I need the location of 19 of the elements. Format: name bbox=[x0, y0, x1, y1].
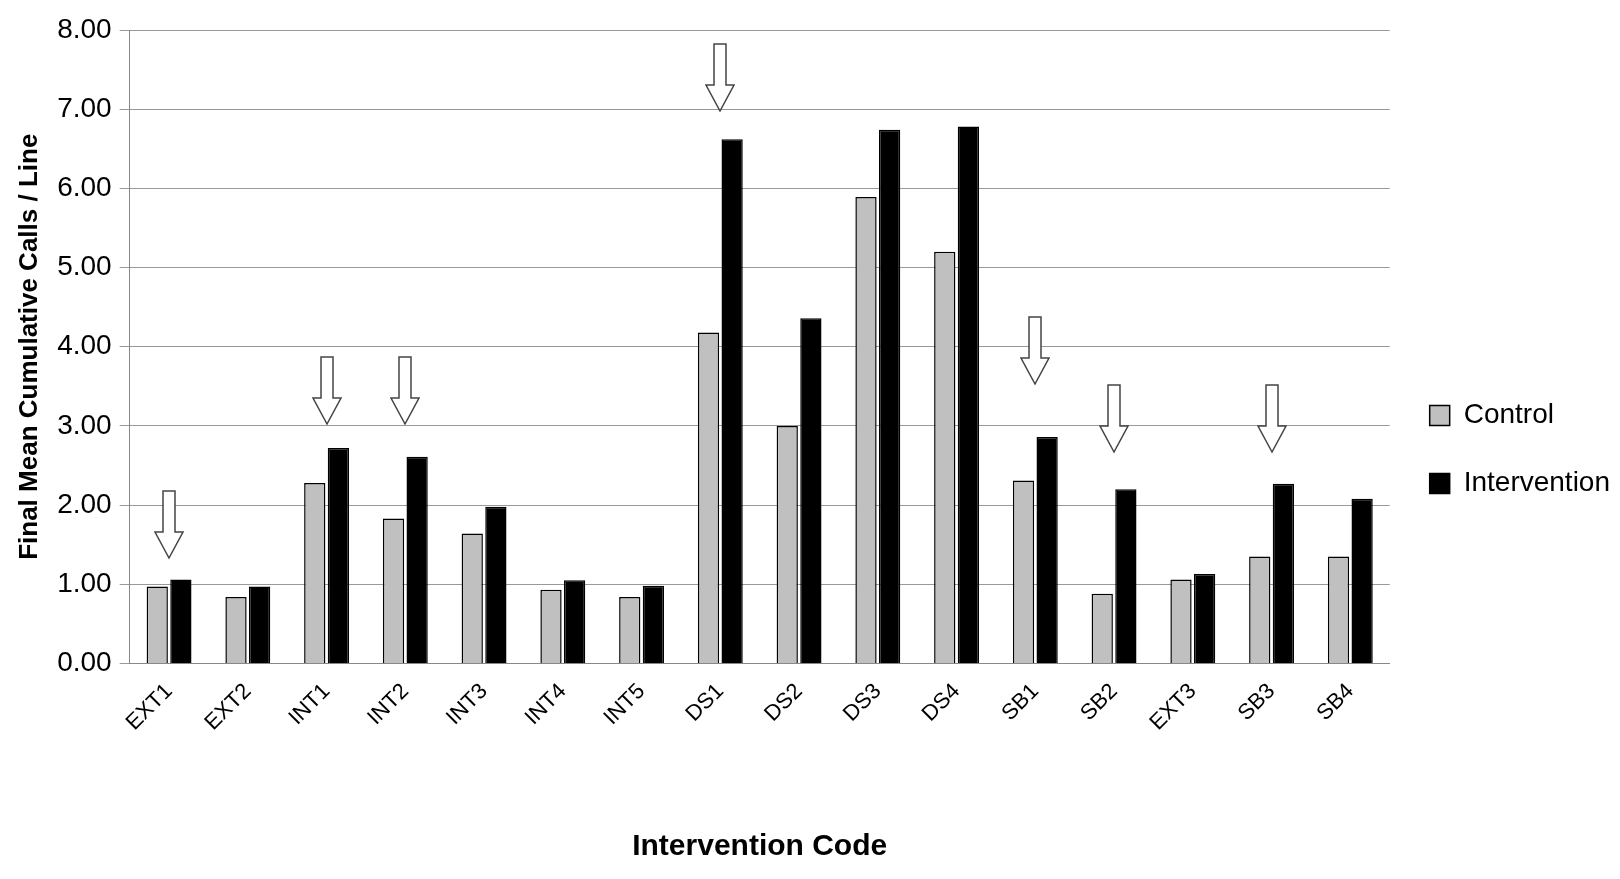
x-tick-label: SB2 bbox=[1074, 677, 1122, 725]
y-tick-label: 2.00 bbox=[57, 487, 112, 519]
x-tick-label: SB1 bbox=[996, 677, 1044, 725]
legend-label: Intervention bbox=[1463, 466, 1611, 498]
y-tick-label: 0.00 bbox=[57, 646, 112, 678]
y-tick-label: 6.00 bbox=[57, 171, 112, 203]
y-tick-label: 5.00 bbox=[57, 250, 112, 282]
x-tick-label: DS1 bbox=[680, 677, 729, 726]
y-tick-label: 8.00 bbox=[57, 12, 112, 44]
y-tick-label: 3.00 bbox=[57, 408, 112, 440]
x-tick-label: SB3 bbox=[1232, 677, 1280, 725]
y-axis-title: Final Mean Cumulative Calls / Line bbox=[12, 133, 43, 560]
y-tick-label: 7.00 bbox=[57, 91, 112, 123]
legend-label: Control bbox=[1463, 398, 1554, 430]
x-axis-title: Intervention Code bbox=[632, 828, 888, 862]
y-tick-label: 4.00 bbox=[57, 329, 112, 361]
x-tick-label: DS3 bbox=[837, 677, 886, 726]
y-tick-label: 1.00 bbox=[57, 566, 112, 598]
x-tick-label: SB4 bbox=[1311, 677, 1359, 725]
